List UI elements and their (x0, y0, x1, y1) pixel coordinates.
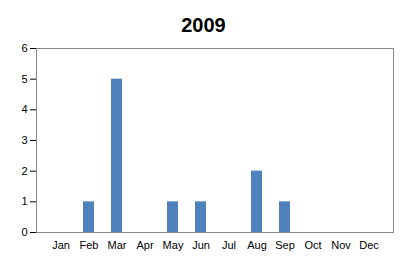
html-text:2009: 2009 (181, 14, 226, 36)
svg-text:Sep: Sep (275, 239, 295, 251)
svg-text:3: 3 (21, 134, 27, 146)
svg-text:Aug: Aug (247, 239, 267, 251)
svg-text:0: 0 (21, 226, 27, 238)
svg-text:Oct: Oct (304, 239, 321, 251)
svg-text:Jul: Jul (222, 239, 236, 251)
svg-text:Jan: Jan (52, 239, 70, 251)
svg-text:6: 6 (21, 42, 27, 54)
svg-text:May: May (163, 239, 184, 251)
svg-text:Apr: Apr (136, 239, 153, 251)
svg-text:Feb: Feb (80, 239, 99, 251)
svg-text:1: 1 (21, 195, 27, 207)
svg-text:Mar: Mar (108, 239, 127, 251)
svg-text:4: 4 (21, 103, 27, 115)
svg-text:5: 5 (21, 73, 27, 85)
svg-text:Dec: Dec (359, 239, 379, 251)
svg-text:Nov: Nov (331, 239, 351, 251)
svg-text:2: 2 (21, 165, 27, 177)
svg-text:Jun: Jun (192, 239, 210, 251)
